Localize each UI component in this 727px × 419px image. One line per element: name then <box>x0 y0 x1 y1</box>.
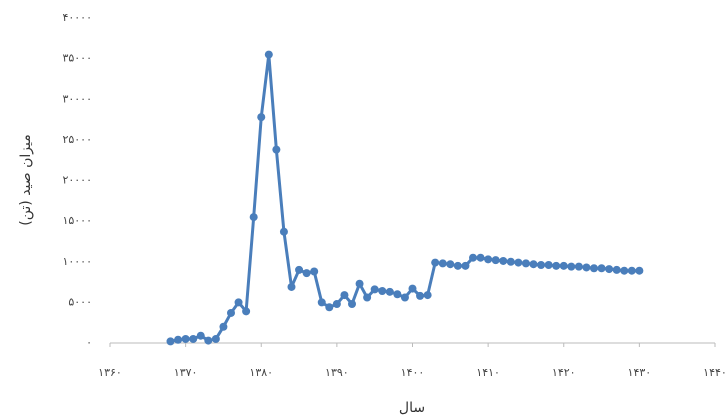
marker <box>181 334 190 343</box>
marker <box>355 279 364 288</box>
marker <box>446 260 455 269</box>
x-tick-label: ۱۴۲۰ <box>552 366 576 379</box>
marker <box>332 300 341 308</box>
marker <box>476 253 485 262</box>
marker <box>234 298 243 307</box>
marker <box>310 267 319 276</box>
marker <box>567 262 576 271</box>
marker <box>408 284 417 293</box>
marker <box>196 331 205 340</box>
marker <box>461 261 470 270</box>
marker <box>597 264 606 273</box>
marker <box>544 261 553 269</box>
marker <box>514 258 523 267</box>
marker <box>317 298 326 307</box>
y-tick-label: ۱۰۰۰۰ <box>62 255 92 268</box>
x-tick-label: ۱۴۰۰ <box>401 366 425 379</box>
marker <box>227 308 235 317</box>
x-tick-label: ۱۳۷۰ <box>174 366 198 379</box>
y-tick-label: ۵۰۰۰ <box>68 295 92 308</box>
marker <box>272 145 281 154</box>
marker <box>400 293 409 302</box>
marker <box>204 336 213 345</box>
y-tick-label: ۲۵۰۰۰ <box>62 133 92 146</box>
x-axis-title: سال <box>399 400 425 416</box>
marker <box>559 261 568 270</box>
marker <box>264 50 273 59</box>
marker <box>574 262 583 271</box>
marker <box>287 282 296 291</box>
marker <box>521 259 530 268</box>
marker <box>438 259 447 268</box>
marker <box>257 113 266 122</box>
marker <box>393 290 402 299</box>
marker <box>453 261 462 270</box>
marker <box>552 261 561 270</box>
y-tick-label: ۳۵۰۰۰ <box>62 52 92 65</box>
marker <box>295 265 304 274</box>
y-tick-label: ۴۰۰۰۰ <box>62 11 92 24</box>
x-tick-label: ۱۳۹۰ <box>325 366 349 379</box>
marker <box>325 303 334 312</box>
marker <box>582 263 591 272</box>
marker <box>211 334 220 343</box>
marker <box>529 260 538 269</box>
marker <box>340 291 349 300</box>
x-tick-label: ۱۴۴۰ <box>703 366 727 379</box>
marker <box>484 255 493 264</box>
marker <box>423 291 432 300</box>
marker <box>363 293 372 302</box>
marker <box>166 337 175 346</box>
y-tick-label: ۱۵۰۰۰ <box>62 214 92 227</box>
x-tick-label: ۱۴۱۰ <box>476 366 500 379</box>
marker <box>219 322 228 331</box>
x-tick-label: ۱۳۸۰ <box>249 366 273 379</box>
x-tick-label: ۱۴۳۰ <box>628 366 652 379</box>
marker <box>627 266 636 275</box>
marker <box>279 227 288 236</box>
marker <box>302 269 311 278</box>
marker <box>378 287 387 295</box>
marker <box>242 307 251 316</box>
marker <box>537 261 546 269</box>
marker <box>249 213 258 222</box>
marker <box>635 266 644 275</box>
marker <box>499 256 508 265</box>
y-tick-label: ۲۰۰۰۰ <box>62 174 92 187</box>
x-tick-label: ۱۳۶۰ <box>98 366 122 379</box>
marker <box>506 257 515 266</box>
y-axis-title: میزان صید (تن) <box>18 134 34 225</box>
marker <box>620 266 629 275</box>
marker <box>590 264 598 273</box>
y-tick-label: ۳۰۰۰۰ <box>62 92 92 105</box>
marker <box>491 256 500 265</box>
marker <box>612 265 621 274</box>
marker <box>605 265 614 274</box>
marker <box>416 291 425 300</box>
marker <box>189 334 198 343</box>
marker <box>385 287 394 296</box>
marker <box>348 300 356 308</box>
marker <box>370 285 379 294</box>
marker <box>174 335 183 344</box>
marker <box>431 258 440 267</box>
marker <box>469 253 477 262</box>
y-tick-label: ۰ <box>86 336 92 349</box>
